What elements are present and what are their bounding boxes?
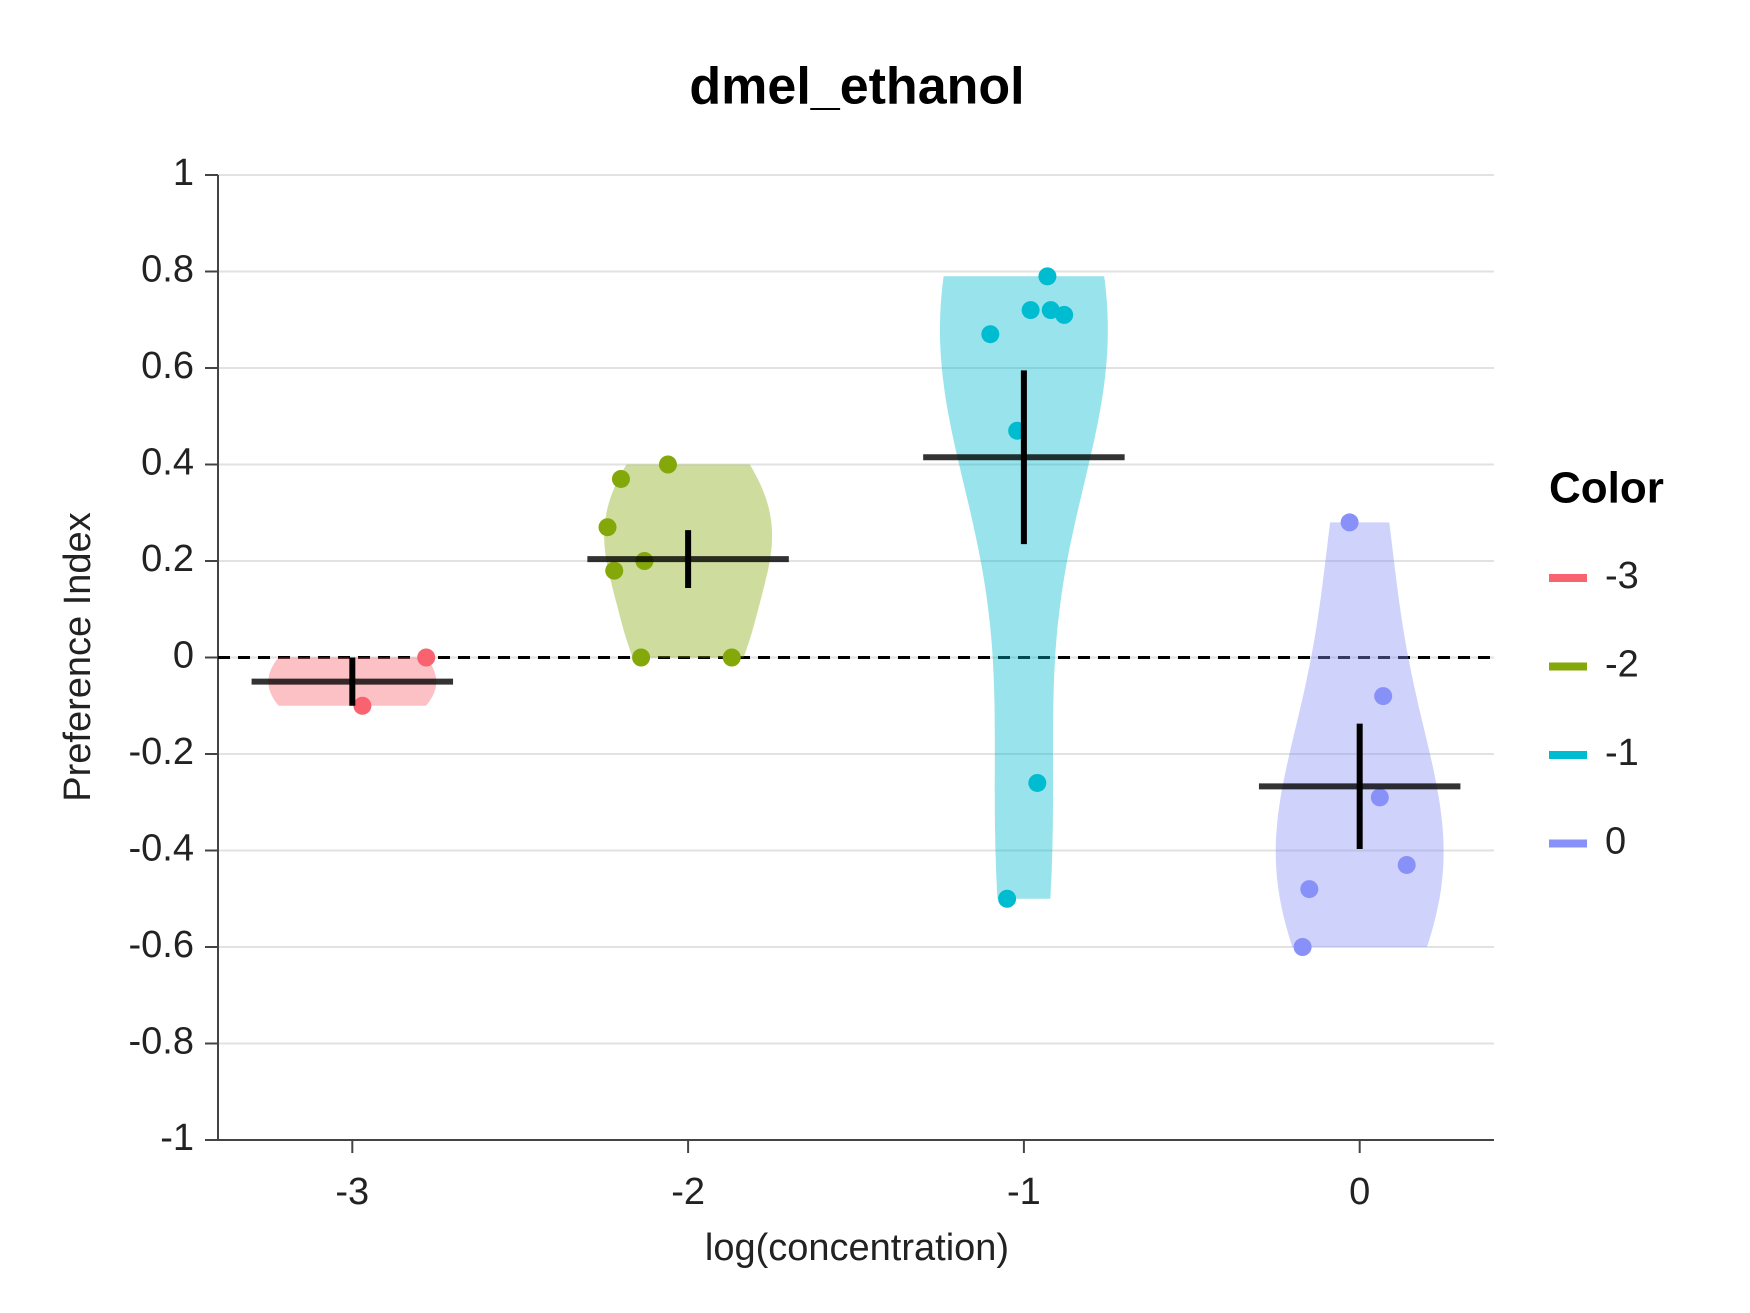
y-tick-label: 0 — [173, 635, 194, 677]
legend-label: 0 — [1605, 821, 1626, 863]
x-tick-label: -2 — [671, 1171, 705, 1213]
data-point — [632, 648, 651, 667]
data-point — [998, 889, 1017, 908]
data-point — [1370, 788, 1389, 807]
data-point — [658, 455, 677, 474]
x-tick-label: 0 — [1349, 1171, 1370, 1213]
data-point — [1021, 301, 1040, 320]
x-tick-label: -3 — [335, 1171, 369, 1213]
chart-title: dmel_ethanol — [689, 58, 1024, 116]
y-tick-label: -1 — [160, 1117, 194, 1159]
y-tick-label: -0.4 — [129, 828, 194, 870]
data-point — [611, 469, 630, 488]
data-point — [605, 561, 624, 580]
data-point — [1038, 267, 1057, 286]
data-point — [417, 648, 436, 667]
data-point — [1028, 773, 1047, 792]
y-tick-label: 0.4 — [141, 442, 194, 484]
data-point — [1374, 687, 1393, 706]
legend-label: -1 — [1605, 732, 1639, 774]
data-point — [353, 696, 372, 715]
data-point — [722, 648, 741, 667]
data-point — [1397, 855, 1416, 874]
data-point — [1340, 513, 1359, 532]
violin — [939, 276, 1108, 899]
y-tick-label: -0.6 — [129, 924, 194, 966]
y-axis-label: Preference Index — [57, 512, 99, 801]
data-point — [598, 518, 617, 537]
y-tick-label: -0.2 — [129, 731, 194, 773]
legend-label: -2 — [1605, 644, 1639, 686]
data-point — [1055, 305, 1074, 324]
y-tick-label: 1 — [173, 152, 194, 194]
data-point — [1300, 880, 1319, 899]
y-tick-label: -0.8 — [129, 1021, 194, 1063]
y-tick-label: 0.8 — [141, 249, 194, 291]
x-axis-label: log(concentration) — [705, 1227, 1009, 1269]
legend-title: Color — [1549, 464, 1664, 513]
x-tick-label: -1 — [1007, 1171, 1041, 1213]
y-tick-label: 0.6 — [141, 345, 194, 387]
legend-label: -3 — [1605, 555, 1639, 597]
y-tick-label: 0.2 — [141, 538, 194, 580]
data-point — [1293, 938, 1312, 956]
data-point — [981, 325, 1000, 344]
